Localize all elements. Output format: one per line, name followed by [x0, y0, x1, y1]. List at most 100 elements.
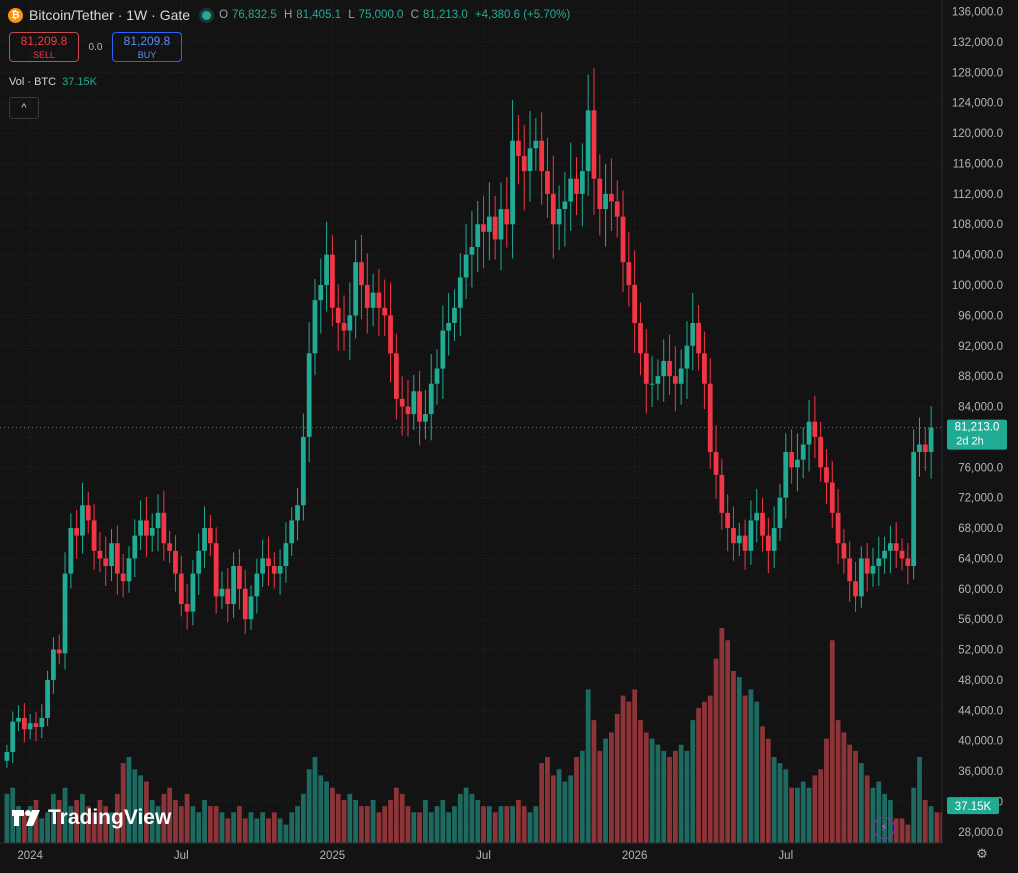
volume-bar	[446, 812, 452, 843]
high-label: H	[283, 9, 293, 21]
volume-bar	[417, 812, 422, 843]
candle-body	[260, 558, 266, 574]
last-price-label: 81,213.0	[955, 422, 1000, 434]
candle-body	[312, 300, 318, 354]
volume-bar	[603, 738, 608, 843]
lightning-icon[interactable]: ⚡	[873, 817, 895, 839]
volume-bar	[539, 763, 545, 843]
volume-bar	[353, 800, 359, 843]
settings-icon[interactable]: ⚙	[976, 846, 988, 861]
candle-body	[103, 558, 109, 566]
volume-bar	[649, 738, 655, 843]
candle-body	[149, 528, 155, 536]
time-tick-label: 2025	[320, 850, 346, 862]
volume-bar	[144, 781, 149, 843]
volume-bar	[126, 757, 132, 843]
volume-bar	[405, 806, 411, 843]
candle-body	[731, 528, 736, 544]
price-tick-label: 120,000.0	[952, 128, 1003, 140]
candle-body	[765, 535, 771, 551]
volume-bar	[562, 781, 568, 843]
candle-body	[754, 512, 760, 521]
volume-bar	[620, 695, 626, 843]
price-tick-label: 124,000.0	[952, 98, 1003, 110]
volume-bar	[498, 806, 504, 843]
volume-bar	[347, 793, 353, 843]
candle-body	[771, 528, 777, 551]
sell-button[interactable]: 81,209.8 SELL	[9, 32, 79, 62]
volume-bar	[45, 812, 50, 843]
volume-value: 37.15K	[62, 76, 97, 88]
volume-bar	[824, 738, 829, 843]
candle-body	[911, 452, 917, 566]
candle-body	[690, 322, 696, 346]
candle-body	[440, 330, 446, 369]
candle-body	[388, 315, 393, 354]
candle-body	[318, 285, 324, 301]
candle-body	[481, 224, 486, 232]
volume-bar	[242, 818, 248, 843]
ohlc-values: O 76,832.5 H 81,405.1 L 75,000.0 C 81,213.0 …	[219, 9, 574, 21]
price-tick-label: 96,000.0	[958, 310, 1003, 322]
volume-bar	[922, 800, 928, 843]
candle-body	[132, 535, 138, 559]
candle-body	[68, 528, 74, 574]
last-price-badge	[947, 419, 1007, 450]
tradingview-logo[interactable]: TradingView	[10, 806, 171, 830]
volume-bar	[928, 806, 934, 843]
volume-bar	[585, 689, 591, 843]
candle-body	[527, 148, 533, 172]
volume-bar	[527, 812, 533, 843]
volume-bar	[696, 707, 701, 843]
volume-bar	[853, 750, 858, 843]
open-value: 76,832.5	[232, 9, 277, 21]
volume-bar	[62, 787, 68, 843]
price-tick-label: 48,000.0	[958, 675, 1003, 687]
volume-bar	[486, 806, 492, 843]
candle-body	[818, 436, 824, 468]
candle-body	[446, 322, 452, 331]
time-axis[interactable]: 2024 Jul 2025 Jul 2026 Jul	[0, 842, 1018, 868]
candle-body	[184, 603, 190, 612]
buy-button[interactable]: 81,209.8 BUY	[112, 32, 182, 62]
candle-body	[614, 201, 620, 217]
candle-body	[922, 444, 928, 453]
volume-bar	[300, 793, 306, 843]
candle-body	[283, 543, 289, 566]
volume-bar	[219, 812, 225, 843]
bitcoin-icon: ₿	[8, 7, 23, 23]
collapse-legend-button[interactable]: ^	[9, 97, 39, 119]
candle-body	[97, 550, 103, 559]
bar-countdown-label: 2d 2h	[956, 436, 984, 448]
candle-body	[364, 285, 370, 308]
volume-bar	[550, 775, 556, 843]
candle-body	[56, 649, 62, 654]
volume-bar	[114, 793, 120, 843]
volume-bar	[463, 787, 469, 843]
volume-bar	[736, 677, 742, 843]
symbol-title[interactable]: Bitcoin/Tether · 1W · Gate	[29, 7, 191, 23]
price-tick-label: 40,000.0	[958, 736, 1003, 748]
candle-body	[254, 573, 260, 597]
candle-body	[219, 588, 225, 597]
price-tick-label: 128,000.0	[952, 67, 1003, 79]
volume-bar	[382, 806, 388, 843]
candle-body	[864, 558, 870, 574]
candle-body	[789, 452, 794, 468]
candle-body	[295, 505, 300, 521]
candle-body	[242, 588, 248, 620]
time-tick-label: Jul	[476, 850, 491, 862]
candle-body	[376, 292, 382, 308]
candle-body	[91, 520, 97, 551]
spread-value: 0.0	[88, 41, 103, 53]
volume-legend[interactable]: Vol · BTC 37.15K	[9, 76, 97, 88]
change-value: +4,380.6 (+5.70%)	[474, 9, 571, 21]
candle-body	[858, 558, 864, 597]
volume-bar	[847, 744, 853, 843]
candle-body	[504, 209, 510, 225]
candle-body	[16, 717, 21, 722]
candle-body	[760, 512, 765, 536]
volume-bar	[725, 640, 731, 843]
